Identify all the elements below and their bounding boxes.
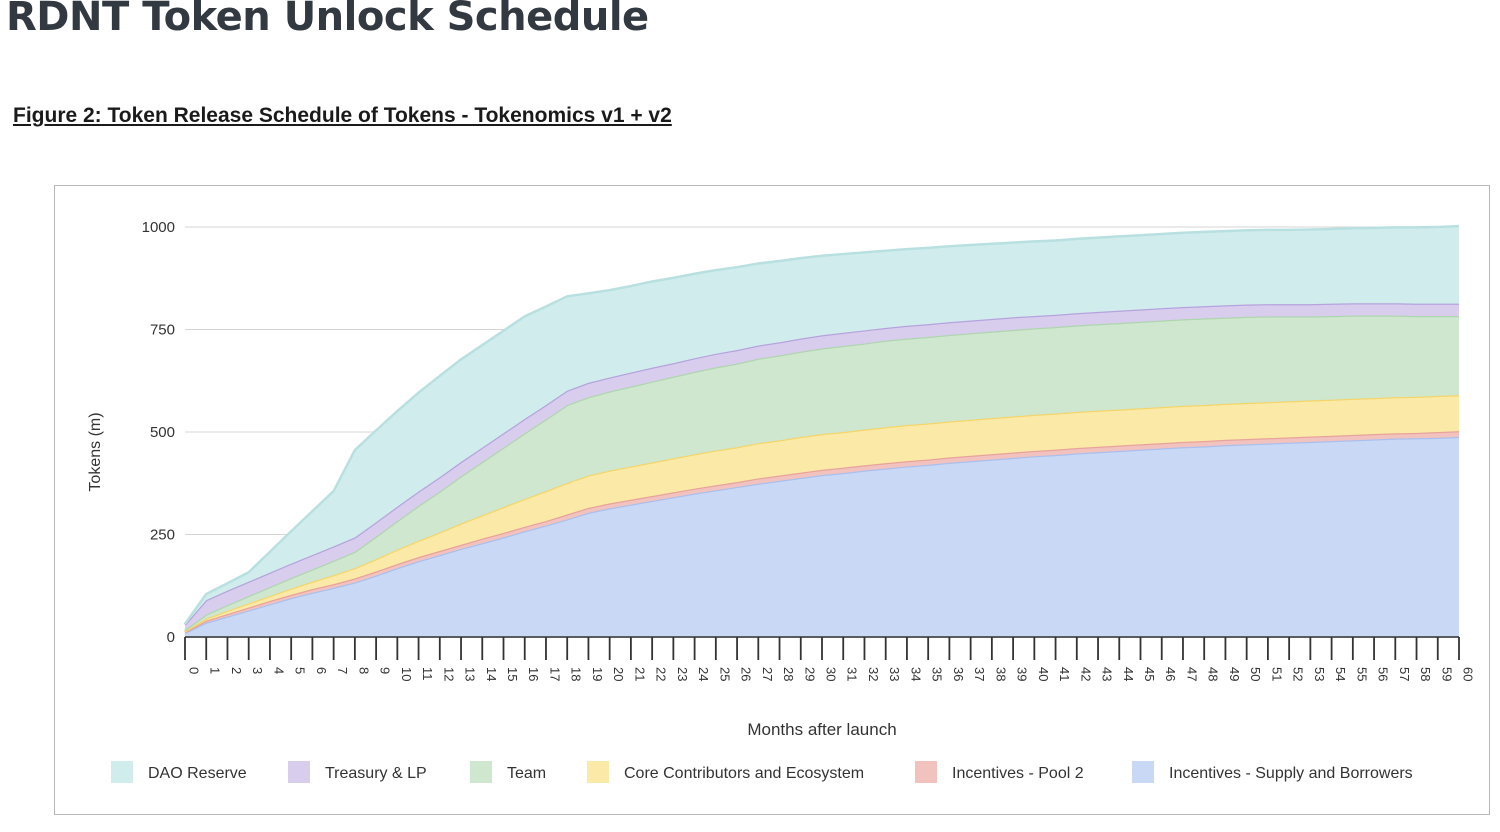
- x-tick-label: 19: [590, 667, 605, 681]
- x-tick-label: 2: [229, 667, 244, 674]
- x-tick-label: 57: [1397, 667, 1412, 681]
- x-tick-label: 42: [1078, 667, 1093, 681]
- x-tick-label: 49: [1227, 667, 1242, 681]
- x-tick-label: 23: [675, 667, 690, 681]
- x-tick-label: 45: [1142, 667, 1157, 681]
- x-tick-label: 13: [463, 667, 478, 681]
- x-tick-label: 40: [1036, 667, 1051, 681]
- x-tick-label: 48: [1206, 667, 1221, 681]
- x-tick-label: 56: [1376, 667, 1391, 681]
- x-tick-label: 60: [1461, 667, 1476, 681]
- legend-item-incentives-supply-and-borrowers: Incentives - Supply and Borrowers: [1132, 761, 1413, 783]
- x-tick-label: 21: [632, 667, 647, 681]
- y-tick-label: 500: [150, 424, 175, 441]
- area-incentives-pool-2: [185, 431, 1459, 633]
- figure-caption: Figure 2: Token Release Schedule of Toke…: [13, 104, 672, 127]
- x-tick-label: 44: [1121, 667, 1136, 681]
- x-tick-label: 58: [1418, 667, 1433, 681]
- x-tick-label: 32: [866, 667, 881, 681]
- x-tick-label: 16: [526, 667, 541, 681]
- area-team: [185, 315, 1459, 632]
- legend-swatch: [288, 761, 310, 783]
- x-tick-label: 55: [1354, 667, 1369, 681]
- x-tick-label: 8: [356, 667, 371, 674]
- legend-label: DAO Reserve: [148, 765, 247, 782]
- legend-swatch: [111, 761, 133, 783]
- x-tick-label: 54: [1333, 667, 1348, 681]
- x-tick-label: 34: [908, 667, 923, 681]
- x-tick-label: 30: [824, 667, 839, 681]
- x-tick-label: 10: [399, 667, 414, 681]
- legend-swatch: [1132, 761, 1154, 783]
- x-tick-label: 17: [547, 667, 562, 681]
- x-tick-label: 33: [887, 667, 902, 681]
- x-tick-label: 37: [972, 667, 987, 681]
- x-tick-label: 6: [314, 667, 329, 674]
- x-tick-label: 28: [781, 667, 796, 681]
- x-tick-label: 53: [1312, 667, 1327, 681]
- x-tick-label: 1: [208, 667, 223, 674]
- x-tick-label: 20: [611, 667, 626, 681]
- x-tick-label: 35: [930, 667, 945, 681]
- legend-swatch: [587, 761, 609, 783]
- x-tick-label: 47: [1184, 667, 1199, 681]
- x-tick-label: 38: [993, 667, 1008, 681]
- x-tick-label: 18: [569, 667, 584, 681]
- chart-container: 0 250 500 750 1000 0 1 2 3 4 5 6 7 8 9 10 11 12 13 14 15 16 1…: [54, 185, 1490, 815]
- legend-swatch: [470, 761, 492, 783]
- x-tick-label: 15: [505, 667, 520, 681]
- legend-swatch: [915, 761, 937, 783]
- x-tick-label: 22: [654, 667, 669, 681]
- page-title: RDNT Token Unlock Schedule: [6, 0, 649, 40]
- area-incentives-supply-and-borrowers: [185, 436, 1459, 637]
- x-tick-label: 50: [1248, 667, 1263, 681]
- legend-label: Core Contributors and Ecosystem: [624, 765, 864, 782]
- x-tick-label: 27: [760, 667, 775, 681]
- x-tick-label: 0: [187, 667, 202, 674]
- area-core-contributors-and-ecosystem: [185, 395, 1459, 633]
- legend: DAO Reserve Treasury & LP Team Core Contrib…: [111, 761, 1413, 783]
- legend-label: Team: [507, 765, 546, 782]
- x-tick-label: 46: [1163, 667, 1178, 681]
- x-tick-label: 4: [271, 667, 286, 674]
- line-dao-reserve: [183, 224, 1460, 625]
- legend-label: Treasury & LP: [325, 765, 427, 782]
- legend-item-core-contributors-and-ecosystem: Core Contributors and Ecosystem: [587, 761, 864, 783]
- x-tick-label: 41: [1057, 667, 1072, 681]
- legend-item-team: Team: [470, 761, 546, 783]
- legend-item-treasury-lp: Treasury & LP: [288, 761, 427, 783]
- x-tick-label: 5: [293, 667, 308, 674]
- legend-item-dao-reserve: DAO Reserve: [111, 761, 247, 783]
- legend-item-incentives-pool-2: Incentives - Pool 2: [915, 761, 1084, 783]
- x-tick-label: 3: [250, 667, 265, 674]
- x-tick-label: 11: [420, 667, 435, 681]
- x-tick-label: 29: [802, 667, 817, 681]
- x-tick-label: 26: [739, 667, 754, 681]
- x-tick-label: 52: [1291, 667, 1306, 681]
- x-axis-title: Months after launch: [747, 720, 896, 739]
- y-tick-label: 250: [150, 527, 175, 544]
- y-axis-title: Tokens (m): [87, 412, 104, 491]
- x-tick-label: 31: [845, 667, 860, 681]
- legend-label: Incentives - Pool 2: [952, 765, 1084, 782]
- x-tick-label: 25: [717, 667, 732, 681]
- x-tick-label: 14: [484, 667, 499, 681]
- x-tick-label: 7: [335, 667, 350, 674]
- x-tick-label: 59: [1439, 667, 1454, 681]
- x-tick-label: 39: [1015, 667, 1030, 681]
- x-tick-label: 24: [696, 667, 711, 681]
- y-tick-label: 750: [150, 322, 175, 339]
- x-tick-label: 12: [441, 667, 456, 681]
- x-tick-label: 9: [378, 667, 393, 674]
- x-tick-label: 43: [1100, 667, 1115, 681]
- x-tick-label: 51: [1269, 667, 1284, 681]
- x-tick-label: 36: [951, 667, 966, 681]
- area-layer: [183, 224, 1460, 637]
- legend-label: Incentives - Supply and Borrowers: [1169, 765, 1413, 782]
- area-dao-reserve: [185, 226, 1459, 625]
- y-tick-label: 0: [167, 629, 175, 646]
- axis-layer: 0 1 2 3 4 5 6 7 8 9 10 11 12 13 14 15 16 17 18 19 20 21 22 23 24…: [184, 636, 1476, 681]
- y-tick-label: 1000: [142, 219, 175, 236]
